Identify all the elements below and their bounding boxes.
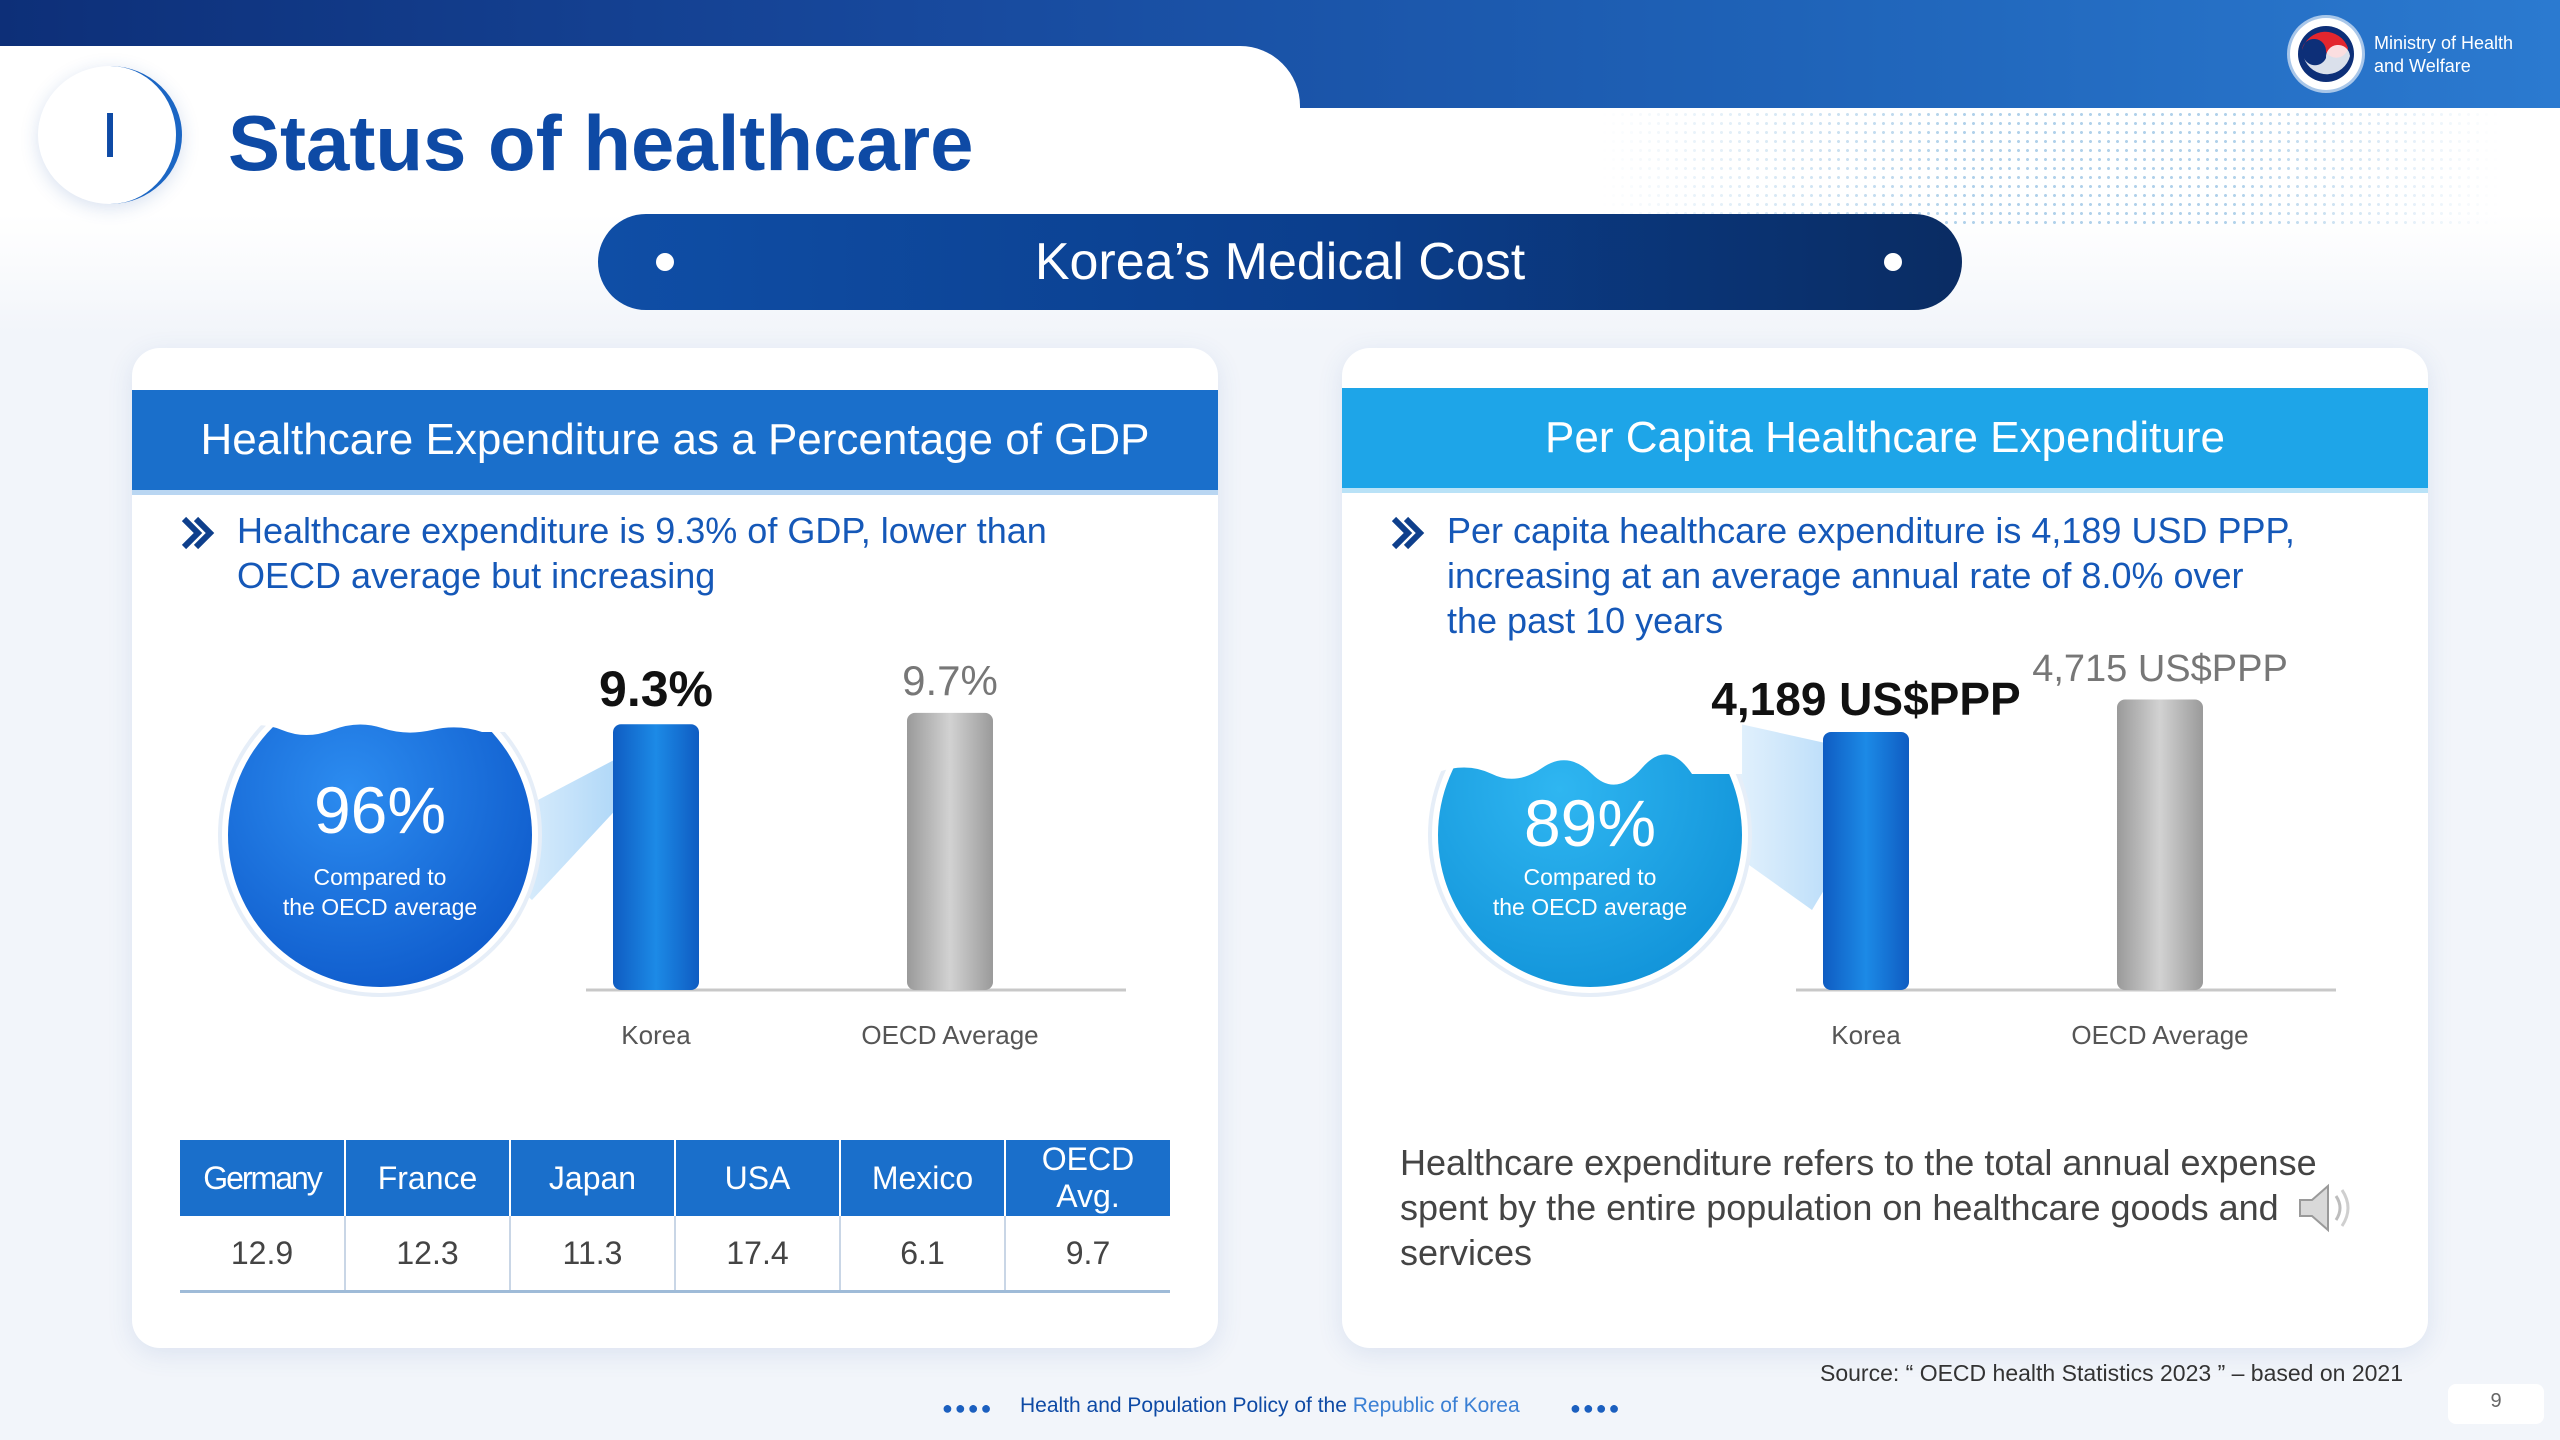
gdp-bubble-caption-line2: the OECD average <box>282 894 478 920</box>
ministry-name-line1: Ministry of Health <box>2374 33 2514 53</box>
source-note: Source: “ OECD health Statistics 2023 ” … <box>1820 1360 2403 1386</box>
gdp-bubble-percent: 96% <box>313 773 447 847</box>
footer-text-part2: Republic of Korea <box>1352 1394 1520 1417</box>
table-cell: 12.9 <box>180 1216 346 1293</box>
gdp-card-header: Healthcare Expenditure as a Percentage o… <box>132 390 1218 495</box>
table-header-cell: USA <box>675 1140 841 1216</box>
table-cell: 9.7 <box>1005 1216 1170 1293</box>
table-cell: 12.3 <box>345 1216 511 1293</box>
banner-dot-left <box>656 253 674 271</box>
definition-line1: Healthcare expenditure refers to the tot… <box>1400 1142 2317 1183</box>
gdp-bar-korea <box>613 724 699 990</box>
gdp-bubble-caption-line1: Compared to <box>313 864 447 890</box>
per-capita-card-header: Per Capita Healthcare Expenditure <box>1342 388 2428 493</box>
gdp-bubble <box>228 683 532 987</box>
ministry-name: Ministry of Health and Welfare <box>2374 32 2554 78</box>
page-title: Status of healthcare <box>228 99 974 187</box>
per-capita-description: Per capita healthcare expenditure is 4,1… <box>1447 508 2407 643</box>
per-capita-data-label-oecd-average: 4,715 US$PPP <box>2032 647 2288 690</box>
table-header-cell: Mexico <box>840 1140 1006 1216</box>
double-chevron-right-icon <box>181 516 215 550</box>
per-capita-data-label-korea: 4,189 US$PPP <box>1711 672 2021 725</box>
per-capita-bubble-percent: 89% <box>1523 786 1657 860</box>
gdp-category-label: OECD Average <box>861 1020 1039 1050</box>
table-cell: 6.1 <box>840 1216 1006 1293</box>
gdp-description-line1: Healthcare expenditure is 9.3% of GDP, l… <box>237 510 1047 551</box>
per-capita-bar-chart <box>1428 670 2336 997</box>
section-number: I <box>101 99 119 171</box>
per-capita-description-line2: increasing at an average annual rate of … <box>1447 555 2244 596</box>
footer-text-part1: Health and Population Policy of the <box>1020 1394 1353 1417</box>
double-chevron-right-icon <box>1391 516 1425 550</box>
topic-banner <box>598 214 1962 310</box>
definition-line3: services <box>1400 1232 1533 1273</box>
per-capita-description-line3: the past 10 years <box>1447 600 1724 641</box>
banner-title: Korea’s Medical Cost <box>1034 233 1526 291</box>
expenditure-definition: Healthcare expenditure refers to the tot… <box>1400 1140 2380 1275</box>
decorative-dot-wave <box>1600 110 2500 230</box>
gdp-data-label-oecd-average: 9.7% <box>902 656 998 704</box>
table-header-cell: OECD Avg. <box>1005 1140 1170 1216</box>
table-header-cell: France <box>345 1140 511 1216</box>
table-cell: 11.3 <box>510 1216 676 1293</box>
footer-dots-left: ●●●● <box>942 1398 994 1418</box>
gdp-bubble-wave <box>228 670 532 735</box>
gdp-bar-chart <box>218 670 1126 997</box>
table-header-cell: Germany <box>180 1140 346 1216</box>
per-capita-category-label: OECD Average <box>2071 1020 2249 1050</box>
footer-text: Health and Population Policy of the Repu… <box>1020 1394 1520 1418</box>
gdp-bar-oecd-average <box>907 712 993 990</box>
gdp-description: Healthcare expenditure is 9.3% of GDP, l… <box>237 508 1177 598</box>
per-capita-bubble-wave <box>1438 670 1742 785</box>
per-capita-bar-korea <box>1823 731 1909 990</box>
per-capita-description-line1: Per capita healthcare expenditure is 4,1… <box>1447 510 2295 551</box>
definition-line2: spent by the entire population on health… <box>1400 1187 2279 1228</box>
section-number-circle <box>38 66 182 204</box>
per-capita-bubble-caption-line2: the OECD average <box>1492 894 1688 920</box>
banner-dot-right <box>1884 253 1902 271</box>
ministry-logo <box>2290 18 2362 90</box>
speaker-icon[interactable] <box>2296 1180 2356 1236</box>
korea-taegeuk-logo-icon <box>2298 26 2354 82</box>
per-capita-bar-oecd-average <box>2117 699 2203 990</box>
gdp-data-label-korea: 9.3% <box>599 661 713 718</box>
page-number: 9 <box>2490 1390 2502 1412</box>
gdp-description-line2: OECD average but increasing <box>237 555 716 596</box>
oecd-country-table: Germany France Japan USA Mexico OECD Avg. 12.… <box>180 1140 1170 1293</box>
per-capita-bubble-caption: Compared to the OECD average <box>1440 862 1740 922</box>
gdp-bubble-caption: Compared to the OECD average <box>230 862 530 922</box>
table-cell: 17.4 <box>675 1216 841 1293</box>
ministry-name-line2: and Welfare <box>2374 56 2471 76</box>
gdp-category-label: Korea <box>621 1020 691 1050</box>
footer-dots-right: ●●●● <box>1570 1398 1622 1418</box>
per-capita-category-label: Korea <box>1831 1020 1901 1050</box>
table-header-cell: Japan <box>510 1140 676 1216</box>
per-capita-bubble-caption-line1: Compared to <box>1523 864 1657 890</box>
page-number-box <box>2448 1384 2544 1424</box>
